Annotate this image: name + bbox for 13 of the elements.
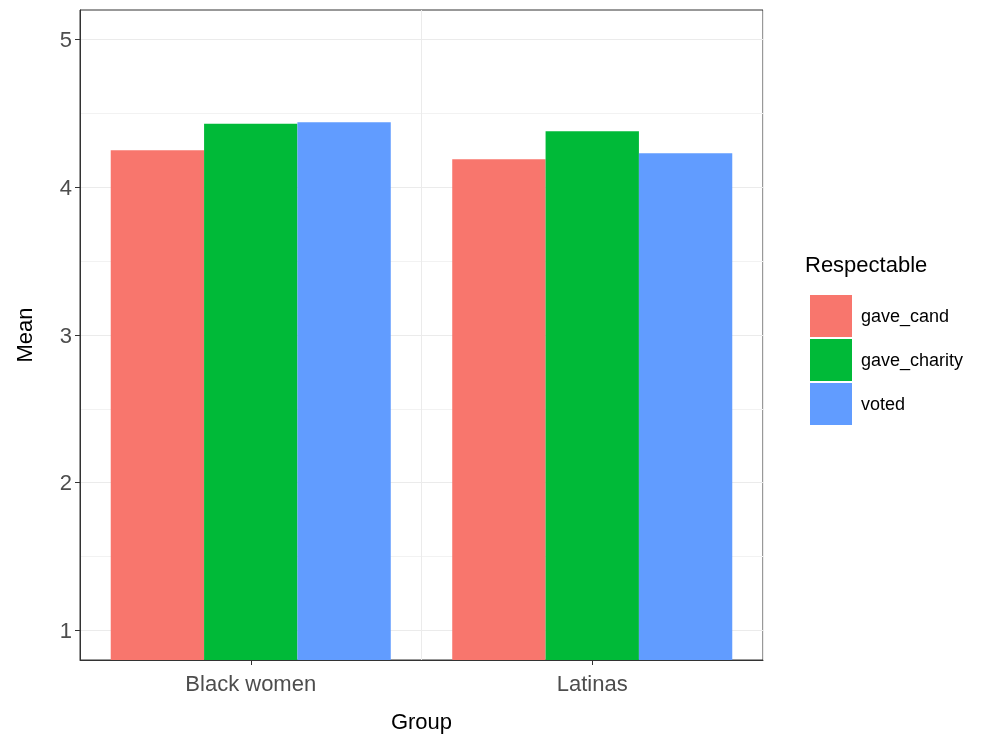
- y-tick-label: 2: [59, 470, 72, 496]
- legend-label: gave_cand: [861, 306, 950, 327]
- x-tick-label: Latinas: [556, 670, 628, 696]
- legend-label: voted: [861, 394, 906, 414]
- x-axis-title: Group: [390, 708, 453, 734]
- legend-title: Respectable: [805, 251, 928, 277]
- y-tick-label: 3: [59, 322, 72, 348]
- y-axis-title: Mean: [11, 307, 37, 363]
- x-tick-label: Black women: [185, 670, 317, 696]
- y-tick-label: 4: [59, 174, 72, 200]
- y-tick-label: 1: [59, 617, 72, 643]
- legend-label: gave_charity: [861, 350, 964, 371]
- y-tick-label: 5: [59, 27, 72, 53]
